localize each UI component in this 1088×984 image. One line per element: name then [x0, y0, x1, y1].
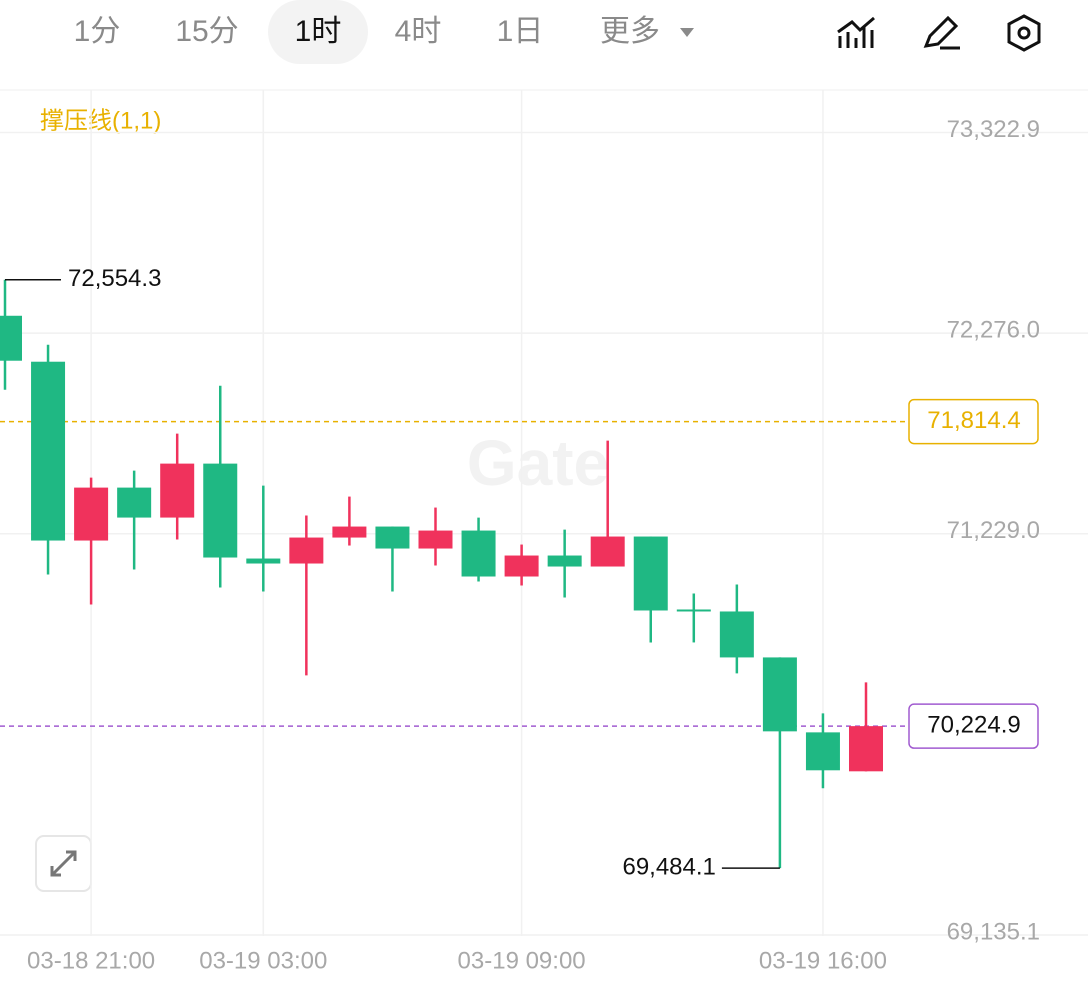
draw-icon[interactable]: [923, 15, 960, 50]
candle-body: [805, 732, 840, 771]
candle-body: [160, 463, 195, 518]
tab[interactable]: 4时: [395, 15, 442, 48]
price-label: 70,224.9: [927, 711, 1020, 738]
candle-body: [461, 530, 496, 577]
settings-icon[interactable]: [1007, 14, 1041, 52]
candle-body: [246, 558, 281, 564]
candle-body: [332, 526, 367, 538]
y-tick-label: 71,229.0: [947, 517, 1040, 544]
annotation-label: 72,554.3: [68, 265, 161, 292]
candle-body: [31, 361, 66, 541]
price-label-box: [908, 703, 1039, 749]
tab[interactable]: 更多: [600, 15, 660, 48]
y-tick-label: 73,322.9: [947, 116, 1040, 143]
candle-body: [0, 315, 22, 361]
tab[interactable]: 1时: [295, 15, 342, 48]
candle-body: [633, 536, 668, 611]
y-tick-label: 69,135.1: [947, 918, 1040, 945]
price-label: 71,814.4: [927, 407, 1020, 434]
candle-body: [676, 609, 711, 612]
candle-body: [203, 463, 238, 558]
tab[interactable]: 1日: [497, 15, 544, 48]
candle-body: [74, 487, 109, 541]
candle-body: [849, 726, 883, 772]
candle-body: [504, 555, 539, 577]
x-tick-label: 03-19 03:00: [199, 947, 327, 974]
indicator-label: 撑压线(1,1): [40, 107, 161, 134]
candle-body: [719, 611, 754, 658]
tab[interactable]: 1分: [74, 15, 121, 48]
indicator-icon[interactable]: [837, 16, 875, 48]
watermark: Gate: [467, 427, 609, 499]
active-tab-bg: [268, 0, 368, 64]
candle-body: [418, 530, 453, 549]
candle-body: [547, 555, 582, 567]
candle-body: [762, 657, 797, 732]
x-tick-label: 03-19 09:00: [458, 947, 586, 974]
annotation-label: 69,484.1: [622, 853, 715, 880]
x-tick-label: 03-18 21:00: [27, 947, 155, 974]
candle-body: [289, 537, 324, 564]
more-caret[interactable]: [680, 28, 694, 37]
x-tick-label: 03-19 16:00: [759, 947, 887, 974]
tab[interactable]: 15分: [175, 15, 238, 48]
candle-body: [590, 536, 625, 567]
expand-icon[interactable]: [50, 850, 77, 877]
candle-body: [117, 487, 152, 518]
y-tick-label: 72,276.0: [947, 316, 1040, 343]
candle-body: [375, 526, 410, 549]
price-label-box: [908, 398, 1039, 445]
